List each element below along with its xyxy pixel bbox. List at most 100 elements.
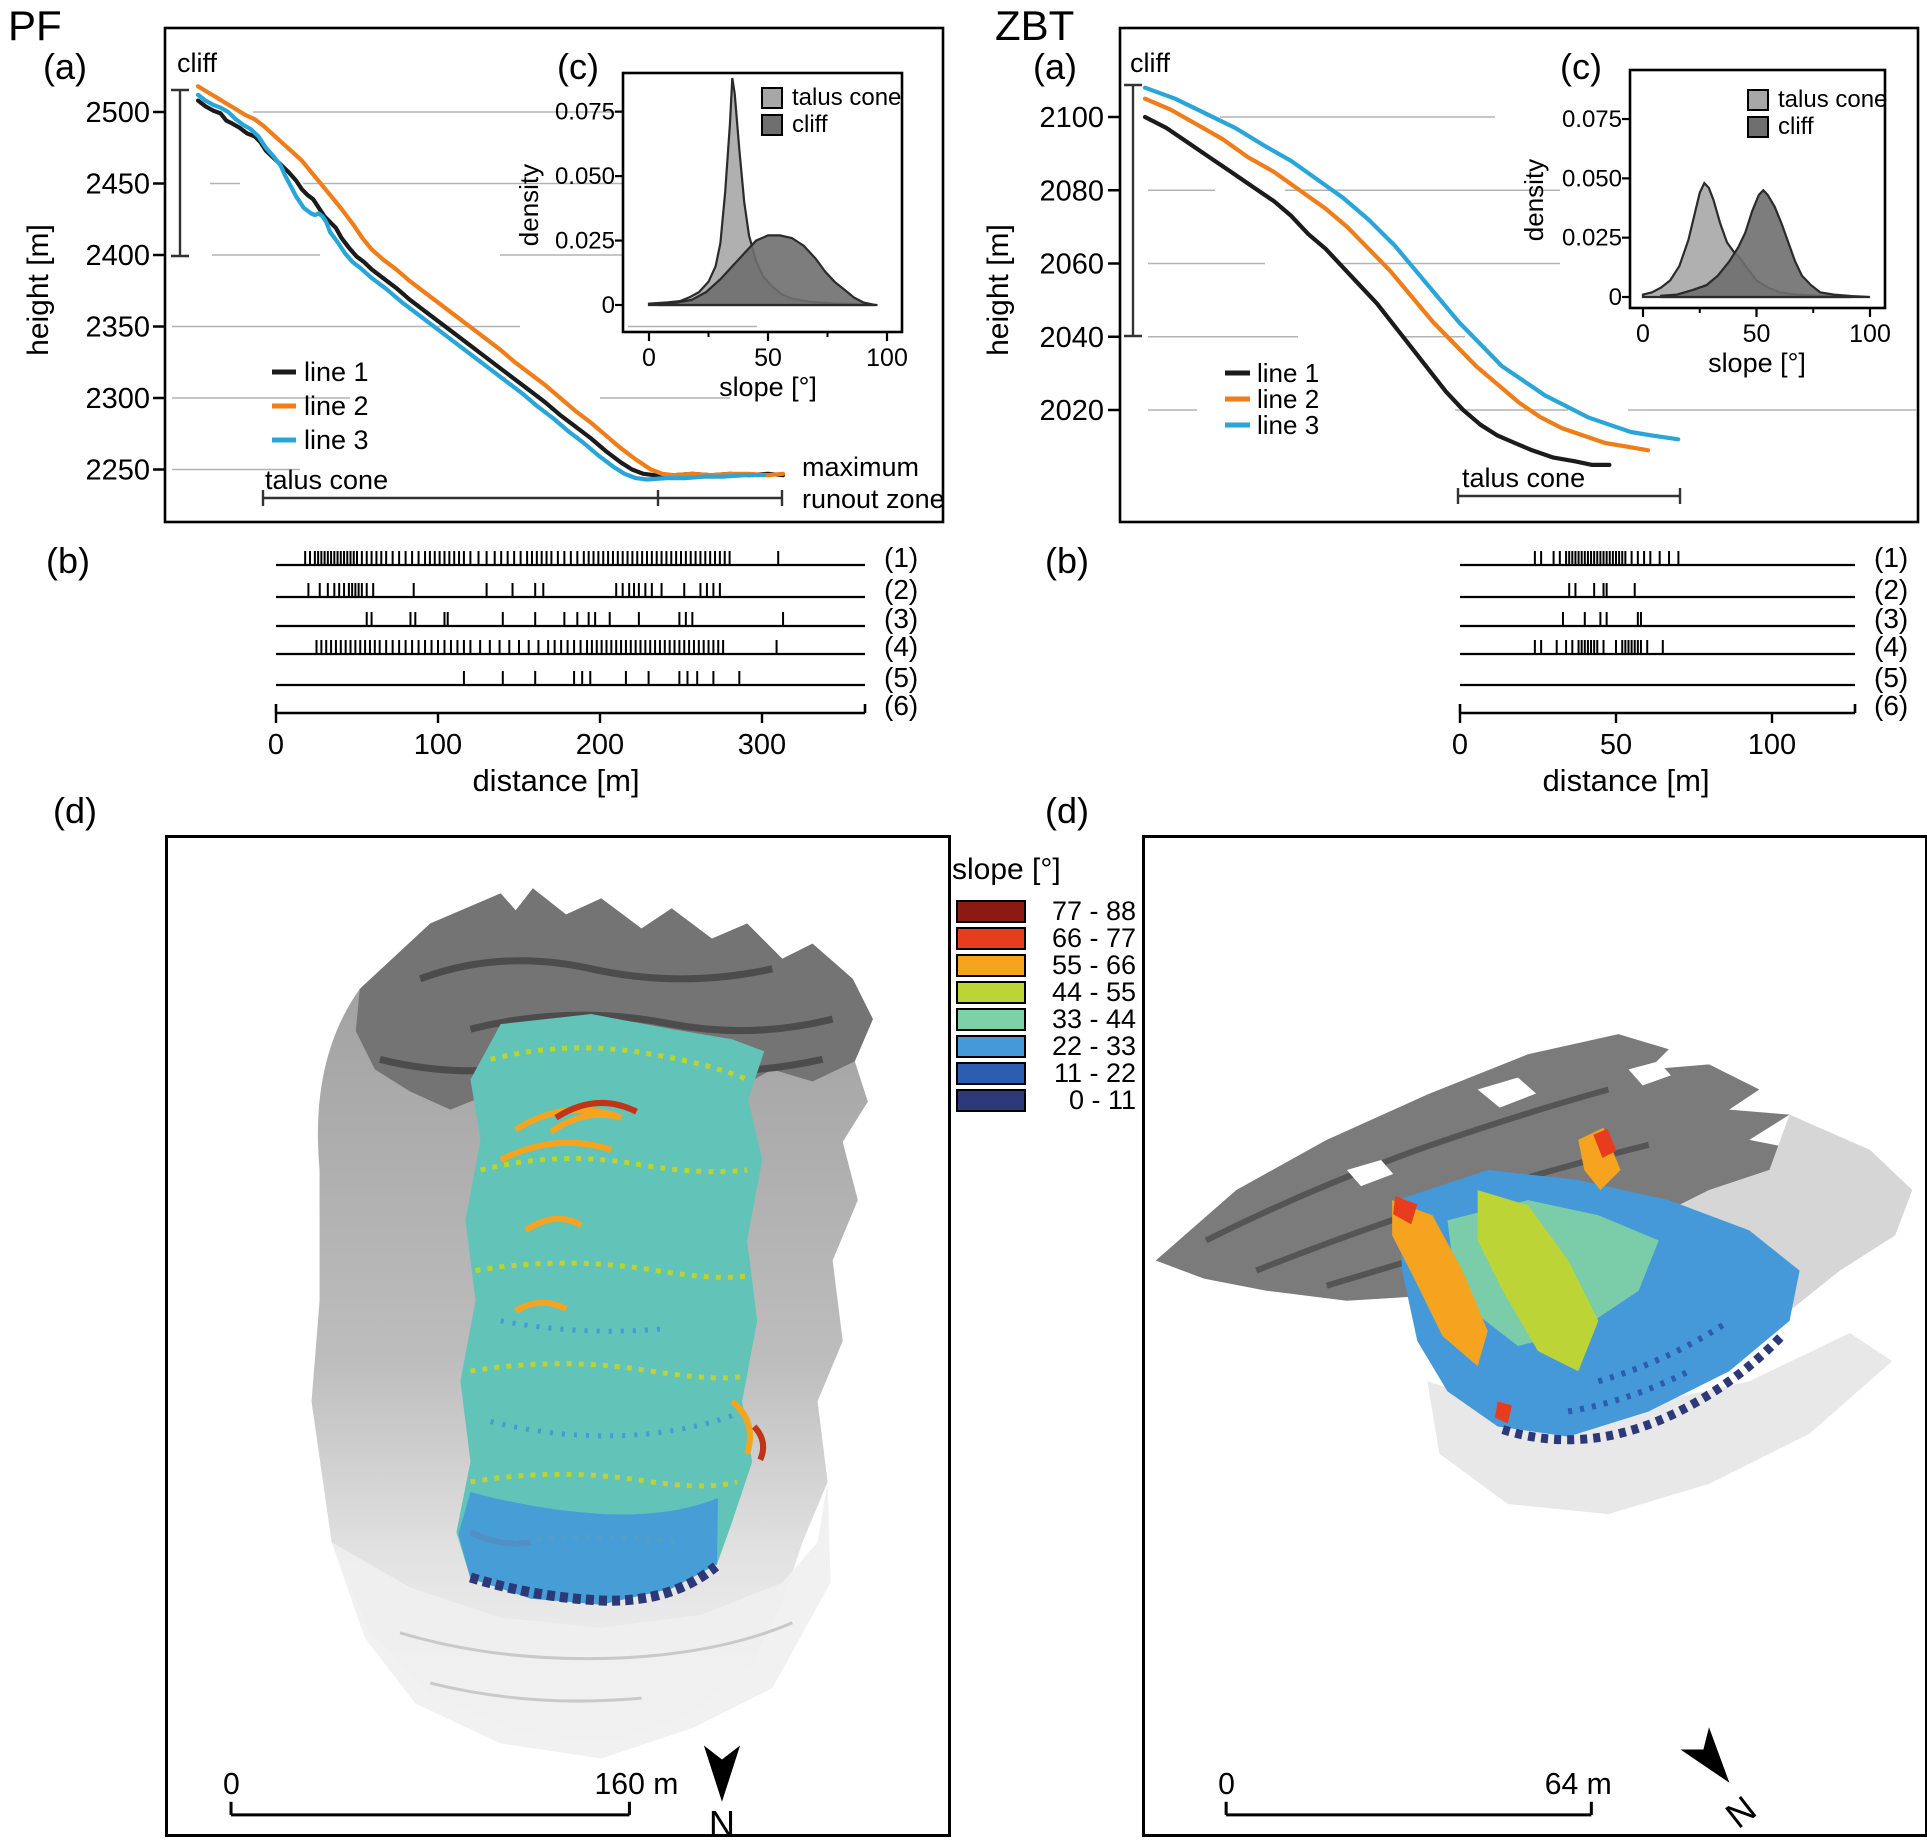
legend-label: line 3 <box>304 425 369 455</box>
legend-label: line 1 <box>304 357 369 387</box>
zbt-slope-blue-speckle <box>1567 1318 1731 1415</box>
zbt_profile-series-line-1 <box>1142 114 1612 467</box>
transect-row-label: (2) <box>884 574 918 605</box>
legend-swatch <box>1747 89 1769 111</box>
talus-annotation: talus cone <box>1462 463 1585 493</box>
x-axis-label: distance [m] <box>472 763 639 798</box>
zbt-hillshade-dark <box>1155 1034 1800 1301</box>
slope-class-swatch <box>956 1062 1026 1085</box>
slope-class-range: 77 - 88 <box>1051 896 1136 926</box>
slope-class-swatch <box>956 1035 1026 1058</box>
y-tick-label: 2020 <box>1039 395 1104 427</box>
x-tick-label: 50 <box>1600 729 1632 761</box>
x-tick-label: 100 <box>414 729 462 761</box>
y-tick-label: 0.050 <box>555 163 615 190</box>
y-tick-label: 0 <box>1609 284 1622 311</box>
y-tick-label: 0.025 <box>555 228 615 255</box>
zbt-scalebar <box>1224 1801 1593 1817</box>
x-tick-label: 200 <box>576 729 624 761</box>
legend-label: line 2 <box>304 391 369 421</box>
pf-map-svg: 0 160 m N <box>223 888 873 1834</box>
pf-scalebar-right-label: 160 m <box>595 1768 679 1801</box>
slope-legend-row: 44 - 55 <box>952 977 1147 1007</box>
cliff-annotation: cliff <box>177 48 218 78</box>
pf_density-inset-border <box>621 71 904 334</box>
transect-row-label: (5) <box>1874 662 1908 693</box>
y-tick-label: 0.025 <box>1562 225 1622 252</box>
pf-slope-streaks-orange <box>499 1106 753 1455</box>
cliff-annotation: cliff <box>1130 48 1171 78</box>
pf-scalebar-left-label: 0 <box>223 1768 240 1801</box>
slope-class-swatch <box>956 900 1026 923</box>
slope-legend-row: 11 - 22 <box>952 1058 1147 1088</box>
slope-class-range: 0 - 11 <box>1068 1085 1136 1115</box>
transect-row-label: (3) <box>1874 603 1908 634</box>
zbt-scalebar-right-label: 64 m <box>1545 1768 1612 1801</box>
slope-legend-row: 33 - 44 <box>952 1004 1147 1034</box>
pf-scalebar <box>229 1801 631 1817</box>
zbt-north-label: N <box>1718 1788 1764 1834</box>
y-tick-label: 2350 <box>85 312 150 344</box>
y-tick-label: 2100 <box>1039 102 1104 134</box>
transect-row-label: (5) <box>884 662 918 693</box>
pf_profile-series-line-2 <box>195 84 786 478</box>
pf_profile-panel-border <box>163 26 945 524</box>
pf-map-panel: 0 160 m N <box>165 835 951 1837</box>
transect-row-label: (6) <box>884 690 918 721</box>
zbt-map-svg: 0 64 m N <box>1155 1034 1913 1834</box>
legend-swatch <box>761 87 783 109</box>
x-tick-label: 50 <box>1743 320 1771 348</box>
y-tick-label: 2400 <box>85 240 150 272</box>
legend-label: line 3 <box>1257 410 1319 440</box>
legend-swatch <box>761 114 783 136</box>
zbt-site-title: ZBT <box>995 2 1075 49</box>
x-tick-label: 50 <box>754 344 782 372</box>
slope-class-swatch <box>956 1008 1026 1031</box>
zbt-panel-b-label: (b) <box>1045 540 1089 581</box>
legend-label: line 2 <box>1257 384 1319 414</box>
pf-panel-c-label: (c) <box>557 46 599 87</box>
slope-class-swatch <box>956 927 1026 950</box>
y-tick-label: 0.075 <box>555 99 615 126</box>
y-tick-label: 2300 <box>85 383 150 415</box>
slope-legend-row: 22 - 33 <box>952 1031 1147 1061</box>
transect-row-label: (4) <box>1874 631 1908 662</box>
legend-label: talus cone <box>1778 86 1887 113</box>
pf-slope-navy-edge <box>468 1562 720 1606</box>
pf_density-density-cliff <box>657 234 876 307</box>
slope-class-range: 22 - 33 <box>1051 1031 1136 1061</box>
x-tick-label: 300 <box>738 729 786 761</box>
zbt-slope-raster-overlay <box>1392 1127 1800 1445</box>
pf-panel-a-label: (a) <box>43 46 87 87</box>
legend-label: cliff <box>1778 113 1814 140</box>
runout-annotation: maximum <box>802 452 919 482</box>
zbt-panel-d-label: (d) <box>1045 790 1089 831</box>
slope-legend-row: 55 - 66 <box>952 950 1147 980</box>
zbt-slope-orange-band <box>1392 1200 1488 1367</box>
y-tick-label: 2060 <box>1039 249 1104 281</box>
y-axis-label: density <box>514 164 544 246</box>
zbt-map-panel: 0 64 m N <box>1142 835 1927 1837</box>
zbt-panel-a-label: (a) <box>1033 46 1077 87</box>
transect-row-label: (1) <box>884 542 918 573</box>
slope-class-swatch <box>956 954 1026 977</box>
zbt-slope-green-band <box>1477 1190 1599 1372</box>
x-tick-label: 0 <box>268 729 284 761</box>
zbt-slope-orange-spike <box>1578 1127 1621 1191</box>
zbt-hillshade-gaps <box>1346 1061 1671 1187</box>
slope-legend-title: slope [°] <box>952 853 1061 886</box>
y-tick-label: 2040 <box>1039 322 1104 354</box>
pf-panel-d-label: (d) <box>53 790 97 831</box>
transect-row-label: (6) <box>1874 690 1908 721</box>
transect-row-label: (3) <box>884 603 918 634</box>
slope-class-swatch <box>956 1089 1026 1112</box>
y-tick-label: 0.075 <box>1562 106 1622 133</box>
x-axis-label: slope [°] <box>1708 348 1806 378</box>
pf-slope-raster-overlay <box>456 1014 767 1606</box>
pf-site-title: PF <box>8 2 62 49</box>
y-tick-label: 0 <box>602 292 615 319</box>
pf_profile-series-line-3 <box>195 92 767 482</box>
legend-swatch <box>1747 116 1769 138</box>
slope-legend-row: 0 - 11 <box>952 1085 1147 1115</box>
